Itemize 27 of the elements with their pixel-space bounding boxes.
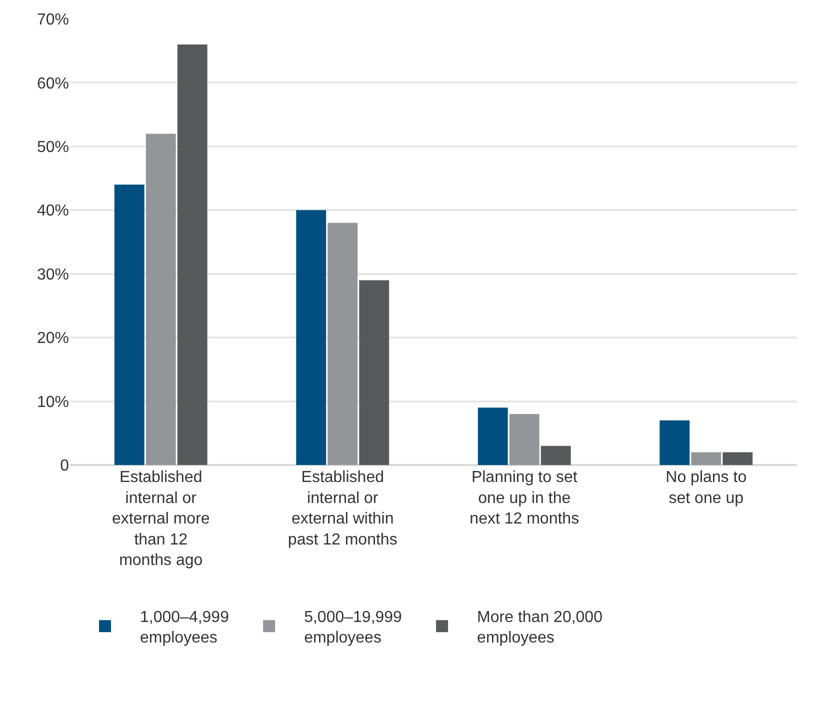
legend-label: 1,000–4,999 employees bbox=[140, 608, 230, 647]
y-tick-label: 60% bbox=[36, 75, 69, 92]
y-tick-label: 50% bbox=[36, 139, 69, 156]
x-tick-label: No plans to set one up bbox=[666, 469, 747, 507]
y-tick-label: 30% bbox=[36, 266, 69, 284]
y-tick-label: 70% bbox=[36, 12, 69, 29]
y-tick-label: 10% bbox=[36, 394, 69, 411]
bar bbox=[478, 408, 508, 465]
legend-label: 5,000–19,999 employees bbox=[304, 608, 402, 647]
y-tick-label: 0 bbox=[60, 458, 70, 475]
bar bbox=[540, 446, 571, 465]
bar bbox=[328, 222, 358, 465]
bar bbox=[296, 210, 326, 465]
bar bbox=[177, 44, 208, 465]
bar bbox=[509, 414, 540, 465]
y-tick-label: 40% bbox=[36, 202, 69, 220]
x-tick-label: Established internal or external more than 12 months ago bbox=[112, 469, 210, 570]
bar bbox=[146, 134, 176, 465]
x-tick-label: Established internal or external within past 12 months bbox=[288, 469, 398, 548]
bar bbox=[114, 184, 144, 465]
bar bbox=[359, 280, 390, 465]
y-tick-label: 20% bbox=[36, 330, 69, 348]
bar bbox=[691, 452, 722, 465]
bar bbox=[660, 420, 690, 465]
legend-label: More than 20,000 employees bbox=[477, 608, 603, 647]
bar bbox=[722, 452, 753, 465]
x-tick-label: Planning to set one up in the next 12 months bbox=[470, 469, 580, 528]
